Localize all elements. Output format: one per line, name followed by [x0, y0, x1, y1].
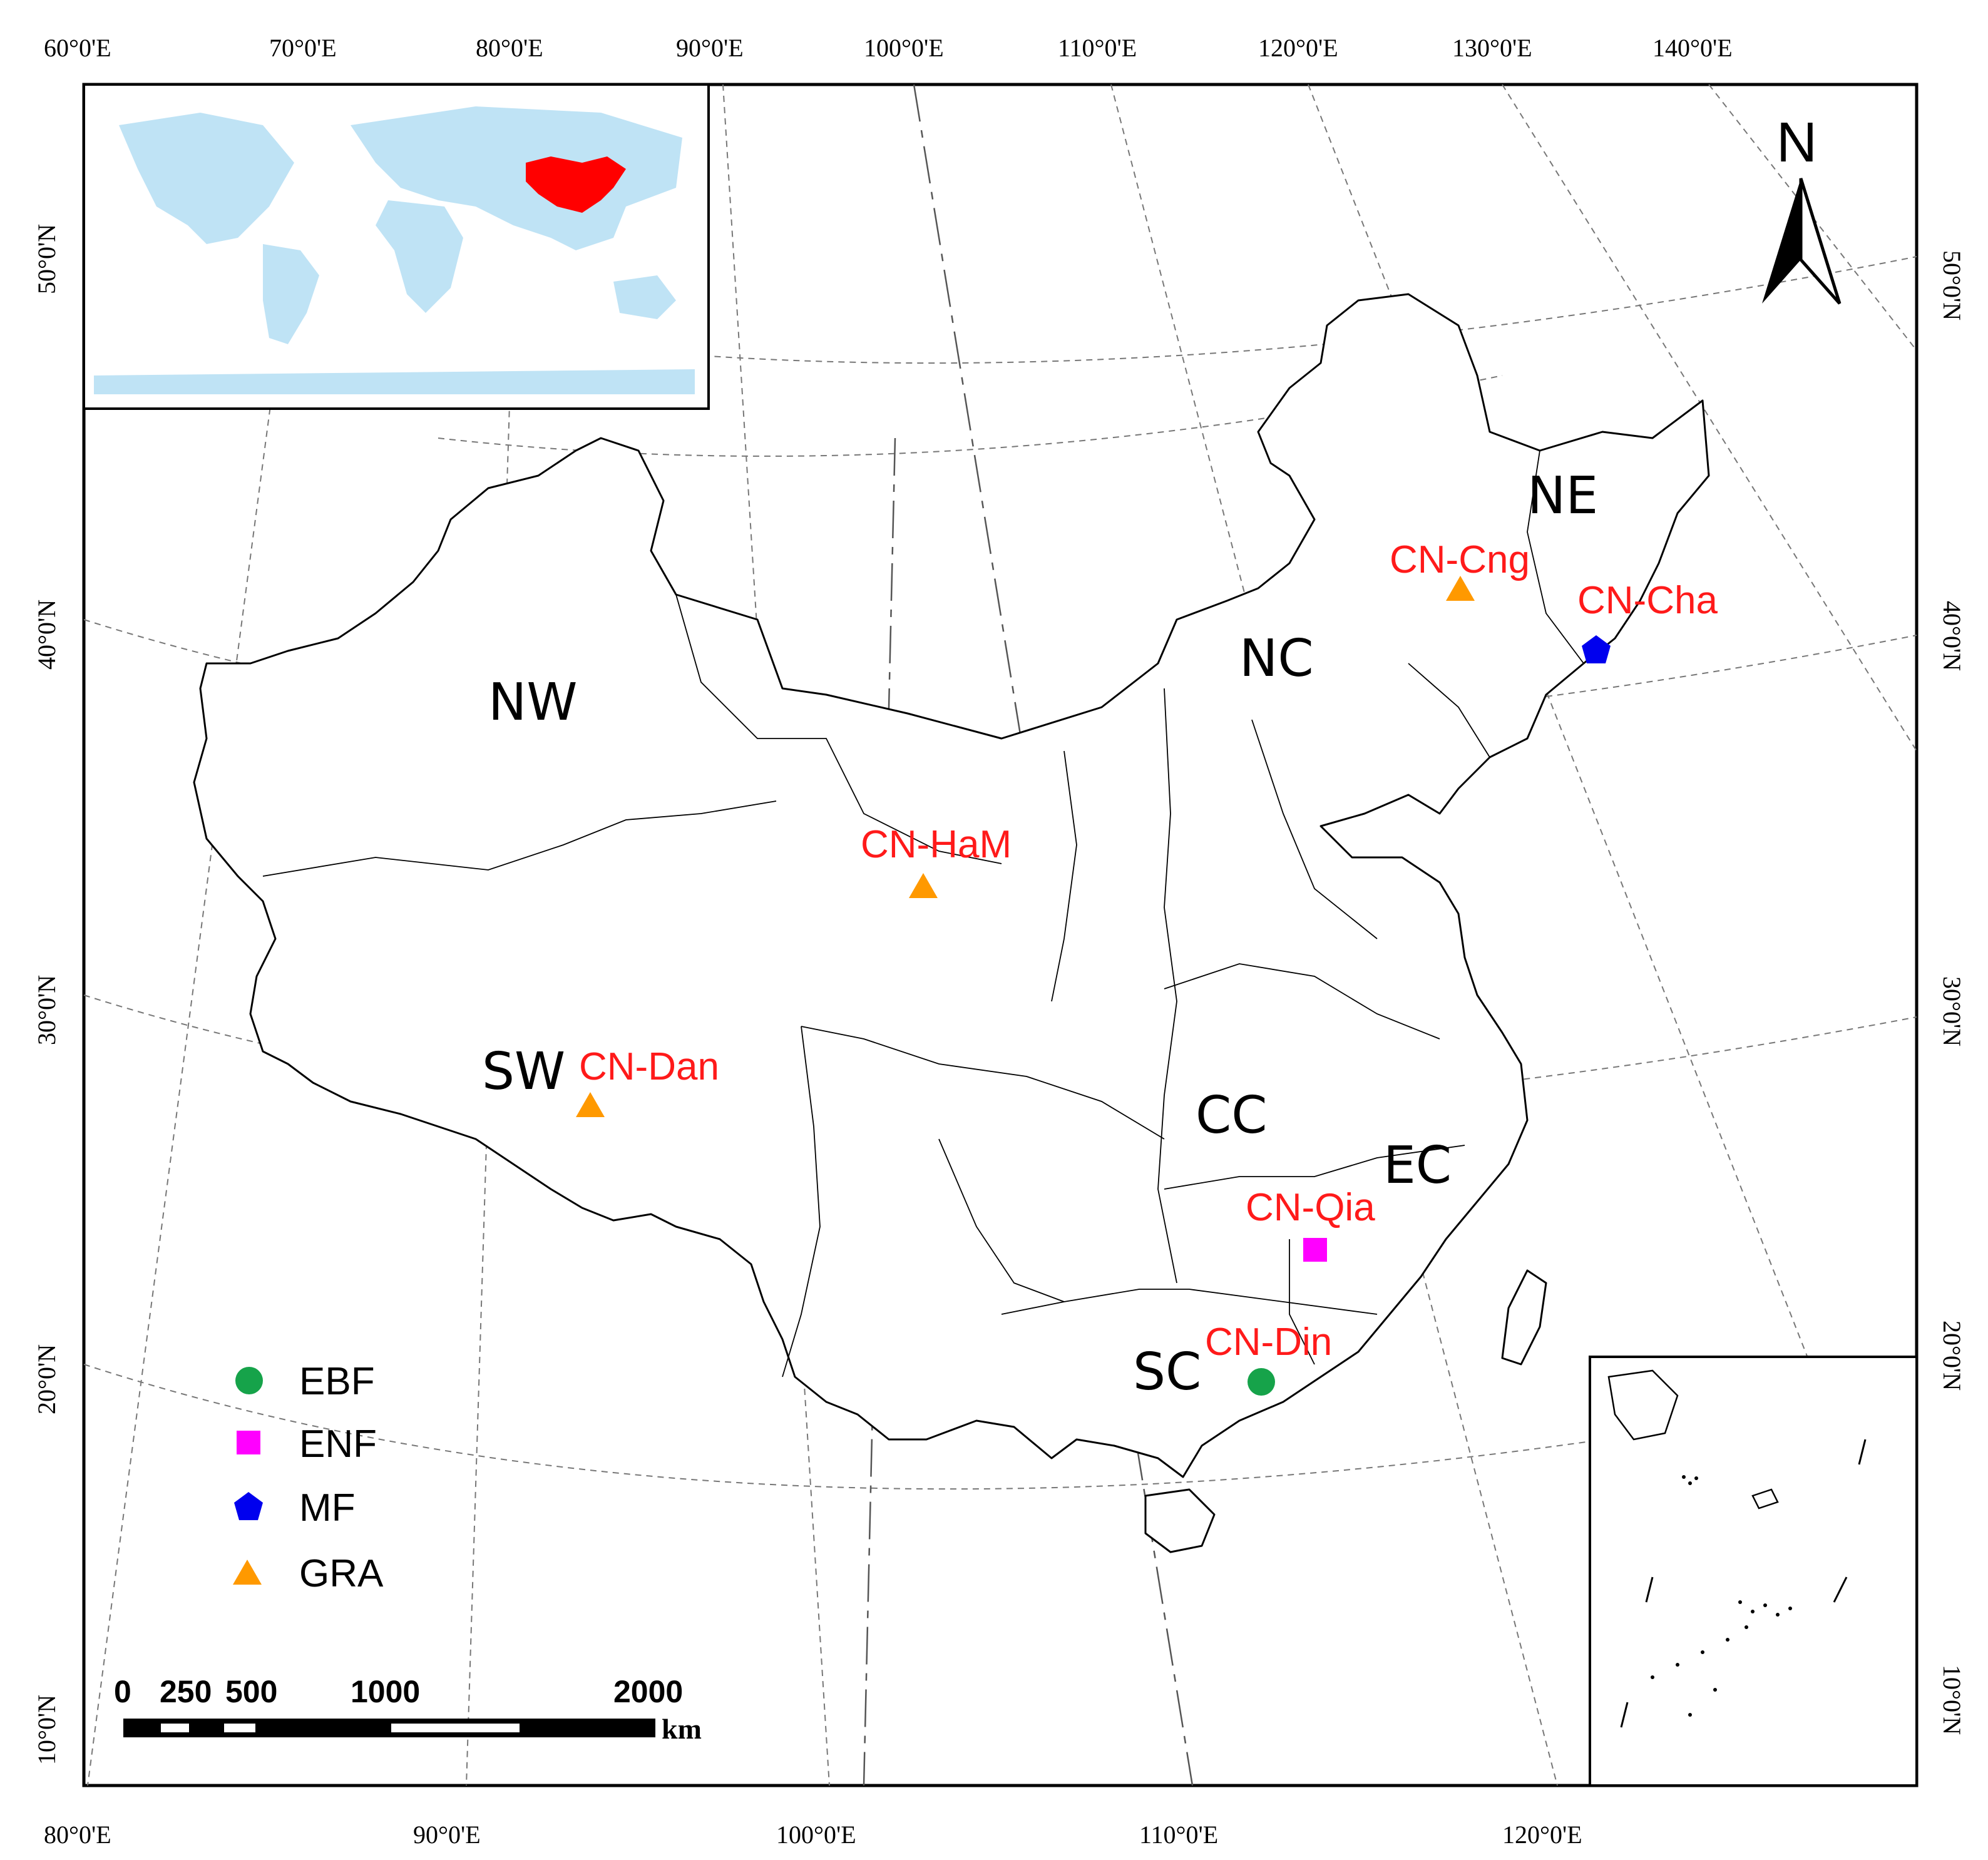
world-inset-map	[83, 83, 710, 410]
legend-symbol-gra	[233, 1560, 262, 1585]
scale-unit-label: km	[662, 1713, 702, 1745]
right-tick: 50°0'N	[1938, 250, 1966, 320]
bottom-tick: 90°0'E	[413, 1821, 481, 1849]
bottom-axis: 80°0'E 90°0'E 100°0'E 110°0'E 120°0'E	[44, 1821, 1582, 1849]
region-label-sw: SW	[482, 1042, 565, 1101]
bottom-tick: 100°0'E	[776, 1821, 856, 1849]
region-label-ec: EC	[1383, 1136, 1452, 1195]
left-tick: 40°0'N	[33, 600, 61, 670]
right-tick: 10°0'N	[1938, 1665, 1966, 1735]
right-tick: 40°0'N	[1938, 601, 1966, 671]
left-tick: 30°0'N	[33, 975, 61, 1045]
top-axis: 60°0'E 70°0'E 80°0'E 90°0'E 100°0'E 110°…	[44, 34, 1733, 62]
north-label: N	[1776, 111, 1817, 174]
region-label-nc: NC	[1239, 629, 1314, 688]
top-tick: 110°0'E	[1058, 34, 1137, 62]
top-tick: 140°0'E	[1652, 34, 1733, 62]
site-label-ham: CN-HaM	[861, 823, 1012, 866]
site-markers	[576, 576, 1611, 1396]
right-axis: 50°0'N 40°0'N 30°0'N 20°0'N 10°0'N	[1938, 250, 1966, 1735]
antarctica-shape	[94, 369, 695, 394]
site-labels: CN-Cng CN-Cha CN-HaM CN-Dan CN-Qia CN-Di…	[579, 538, 1718, 1364]
top-tick: 60°0'E	[44, 34, 111, 62]
scale-label-2000: 2000	[613, 1674, 683, 1709]
top-tick: 80°0'E	[476, 34, 543, 62]
legend: EBF ENF MF GRA	[233, 1360, 384, 1595]
left-tick: 50°0'N	[33, 224, 61, 294]
site-marker-cng	[1446, 576, 1475, 601]
top-tick: 90°0'E	[676, 34, 744, 62]
region-label-nw: NW	[488, 673, 577, 732]
site-label-cha: CN-Cha	[1577, 579, 1718, 622]
legend-label-ebf: EBF	[299, 1360, 375, 1403]
right-tick: 20°0'N	[1938, 1321, 1966, 1391]
site-label-dan: CN-Dan	[579, 1045, 719, 1088]
south-america-shape	[263, 244, 319, 344]
top-tick: 70°0'E	[269, 34, 337, 62]
left-tick: 10°0'N	[33, 1695, 61, 1765]
africa-shape	[376, 200, 463, 313]
site-marker-din	[1248, 1368, 1275, 1396]
site-marker-cha	[1582, 635, 1611, 663]
legend-label-mf: MF	[299, 1486, 356, 1530]
legend-symbol-mf	[234, 1492, 263, 1520]
region-label-ne: NE	[1527, 466, 1598, 526]
eurasia-shape	[351, 106, 682, 250]
legend-label-enf: ENF	[299, 1423, 377, 1466]
bottom-tick: 80°0'E	[44, 1821, 111, 1849]
hainan-island	[1144, 1488, 1216, 1553]
bottom-tick: 110°0'E	[1139, 1821, 1218, 1849]
site-label-qia: CN-Qia	[1246, 1186, 1375, 1229]
north-america-shape	[119, 113, 294, 244]
china-highlight	[526, 156, 626, 213]
site-label-cng: CN-Cng	[1390, 538, 1530, 581]
site-label-din: CN-Din	[1205, 1321, 1332, 1364]
region-label-cc: CC	[1196, 1086, 1268, 1145]
right-tick: 30°0'N	[1938, 976, 1966, 1046]
australia-shape	[613, 275, 676, 319]
left-axis: 50°0'N 40°0'N 30°0'N 20°0'N 10°0'N	[33, 224, 61, 1765]
region-labels: NW NC NE SW CC EC SC	[482, 466, 1598, 1402]
scale-label-1000: 1000	[351, 1674, 420, 1709]
top-tick: 120°0'E	[1258, 34, 1338, 62]
scale-label-0: 0	[114, 1674, 131, 1709]
legend-symbol-enf	[237, 1431, 260, 1454]
province-boundaries	[262, 450, 1584, 1377]
site-marker-qia	[1303, 1238, 1327, 1262]
china-outline	[193, 293, 1710, 1478]
bottom-tick: 120°0'E	[1502, 1821, 1582, 1849]
taiwan-island	[1501, 1269, 1547, 1366]
scale-label-500: 500	[225, 1674, 277, 1709]
site-marker-dan	[576, 1092, 605, 1117]
legend-label-gra: GRA	[299, 1552, 384, 1595]
left-tick: 20°0'N	[33, 1344, 61, 1414]
north-arrow: N	[1762, 111, 1842, 305]
site-marker-ham	[909, 873, 938, 898]
south-china-sea-inset	[1589, 1356, 1918, 1787]
top-tick: 100°0'E	[864, 34, 944, 62]
scale-label-250: 250	[160, 1674, 212, 1709]
region-label-sc: SC	[1133, 1342, 1201, 1402]
legend-symbol-ebf	[235, 1367, 263, 1394]
scale-bar: 0 250 500 1000 2000 km	[114, 1674, 702, 1745]
top-tick: 130°0'E	[1452, 34, 1532, 62]
